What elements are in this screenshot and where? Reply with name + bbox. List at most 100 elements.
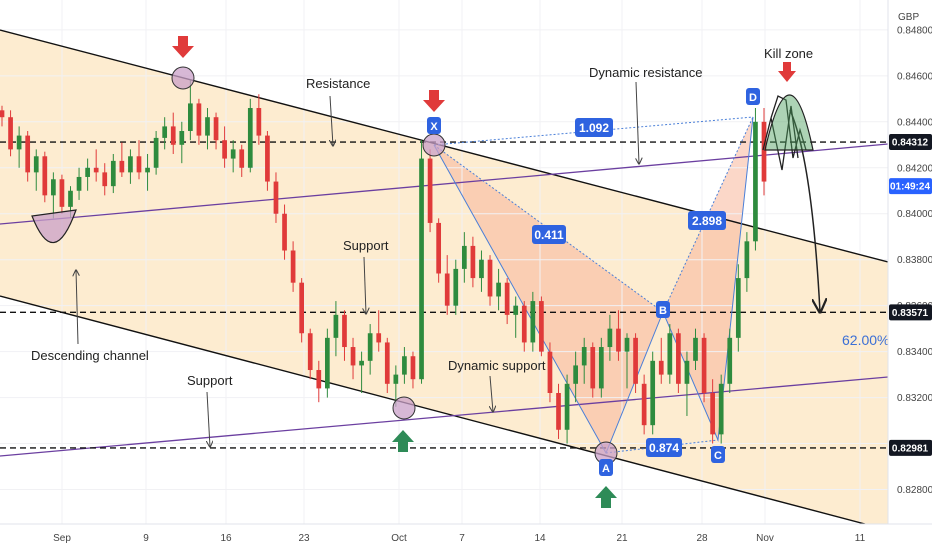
candle-body bbox=[556, 393, 561, 430]
candle-body bbox=[376, 333, 382, 343]
candle-body bbox=[564, 383, 570, 430]
svg-text:0.411: 0.411 bbox=[534, 228, 564, 242]
candle-body bbox=[753, 121, 758, 242]
candle-body bbox=[247, 108, 253, 168]
x-tick-label: 28 bbox=[696, 533, 708, 544]
x-tick-label: 7 bbox=[459, 533, 465, 544]
candle-body bbox=[290, 250, 296, 283]
ratio-badge: 0.874 bbox=[646, 438, 682, 457]
candle-body bbox=[521, 305, 527, 343]
dynamic-resistance-label: Dynamic resistance bbox=[589, 65, 702, 80]
xabcd-bcd-triangle bbox=[663, 117, 753, 440]
support-low-label: Support bbox=[187, 373, 233, 388]
candle-body bbox=[273, 181, 279, 214]
ratio-badge: 1.092 bbox=[575, 118, 613, 137]
candle-body bbox=[179, 131, 185, 145]
candle-body bbox=[93, 167, 99, 173]
candle-body bbox=[162, 126, 168, 138]
point-c-badge: C bbox=[711, 446, 725, 463]
xabcd-xab-triangle bbox=[434, 145, 663, 453]
x-tick-label: 9 bbox=[143, 533, 149, 544]
kill-zone-label: Kill zone bbox=[764, 46, 813, 61]
candle-body bbox=[307, 333, 313, 371]
x-tick-label: Sep bbox=[53, 533, 71, 544]
percent-label: 62.00% bbox=[842, 332, 889, 348]
candle-body bbox=[496, 282, 501, 297]
candle-body bbox=[590, 347, 596, 389]
candle-body bbox=[25, 135, 31, 173]
candle-body bbox=[633, 337, 638, 384]
svg-text:A: A bbox=[602, 463, 610, 475]
candle-body bbox=[453, 268, 459, 306]
svg-text:2.898: 2.898 bbox=[692, 214, 722, 228]
candle-body bbox=[479, 259, 484, 279]
candle-body bbox=[256, 108, 262, 136]
svg-text:0.874: 0.874 bbox=[649, 441, 679, 455]
projection-drop-arrow bbox=[789, 109, 820, 312]
y-axis[interactable]: GBP 0.848000.846000.844000.842000.840000… bbox=[887, 0, 932, 550]
price-label: 0.82981 bbox=[892, 443, 929, 454]
price-label-box bbox=[889, 304, 932, 321]
candle-body bbox=[718, 383, 724, 435]
x-tick-label: 23 bbox=[298, 533, 310, 544]
x-tick-label: Nov bbox=[756, 533, 774, 544]
candle-body bbox=[598, 347, 604, 389]
left-support-dome bbox=[31, 209, 77, 244]
price-label: 0.84312 bbox=[892, 138, 929, 149]
y-tick-label: 0.83400 bbox=[897, 347, 932, 358]
y-tick-label: 0.84200 bbox=[897, 163, 932, 174]
y-tick-label: 0.84800 bbox=[897, 25, 932, 36]
ratio-badge: 0.411 bbox=[532, 225, 566, 244]
point-x-badge: X bbox=[427, 117, 441, 134]
descending-channel-label: Descending channel bbox=[31, 348, 149, 363]
price-label-box bbox=[889, 134, 932, 151]
candle-body bbox=[650, 360, 656, 426]
candle-body bbox=[145, 167, 150, 173]
candle-body bbox=[607, 328, 613, 348]
y-tick-label: 0.82800 bbox=[897, 485, 932, 496]
channel-lower-line bbox=[0, 295, 866, 524]
resistance-label: Resistance bbox=[306, 76, 370, 91]
x-tick-label: 11 bbox=[855, 533, 866, 544]
candle-body bbox=[461, 245, 467, 269]
candle-body bbox=[282, 213, 287, 251]
dynamic-resistance-line bbox=[0, 143, 888, 225]
green-arrow-up-icon bbox=[392, 430, 414, 452]
candle-body bbox=[402, 356, 407, 375]
svg-text:B: B bbox=[659, 305, 667, 317]
x-tick-label: 16 bbox=[220, 533, 232, 544]
green-arrow-up-icon bbox=[595, 486, 617, 508]
candle-body bbox=[119, 160, 125, 173]
candle-body bbox=[239, 149, 245, 168]
price-label-box bbox=[889, 178, 932, 195]
candle-body bbox=[436, 222, 442, 274]
candle-body bbox=[76, 176, 82, 191]
support-low-pointer bbox=[207, 391, 210, 447]
projection-path-1 bbox=[762, 105, 799, 171]
candle-body bbox=[530, 301, 536, 343]
candle-body bbox=[350, 347, 356, 366]
candle-body bbox=[641, 383, 647, 426]
candle-body bbox=[684, 360, 690, 384]
candle-body bbox=[68, 190, 73, 207]
point-a-badge: A bbox=[599, 459, 613, 476]
currency-label: GBP bbox=[898, 12, 919, 23]
x-axis[interactable]: Sep 9 16 23 Oct 7 14 21 28 Nov 11 bbox=[0, 523, 932, 550]
ratio-badge: 2.898 bbox=[688, 211, 726, 230]
svg-text:X: X bbox=[430, 121, 438, 133]
candle-body bbox=[16, 135, 22, 150]
touch-circle-x bbox=[422, 133, 446, 157]
candle-body bbox=[110, 160, 116, 187]
candle-body bbox=[581, 347, 587, 366]
candle-body bbox=[85, 167, 90, 177]
candle-body bbox=[299, 282, 305, 334]
candle-body bbox=[230, 149, 236, 159]
candle-body bbox=[410, 356, 416, 380]
candle-body bbox=[196, 103, 202, 136]
candle-body bbox=[333, 314, 339, 338]
candle-body bbox=[487, 259, 493, 297]
descending-channel-fill bbox=[0, 30, 888, 524]
candle-body bbox=[136, 156, 142, 173]
candle-body bbox=[693, 337, 698, 361]
